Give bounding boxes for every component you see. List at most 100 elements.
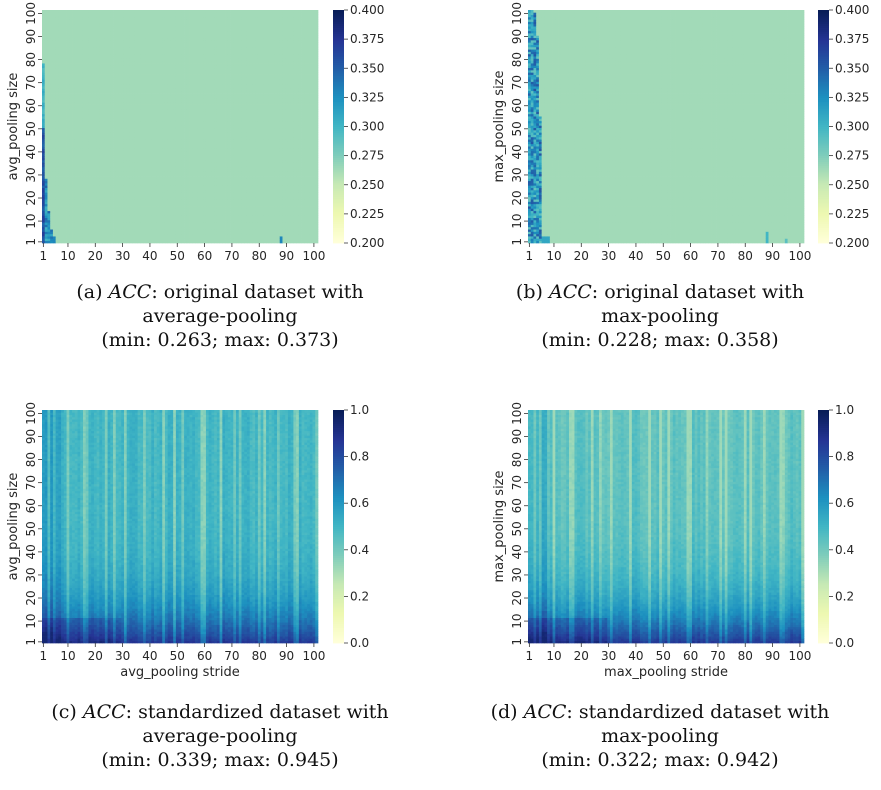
heatmap-cell bbox=[44, 120, 48, 124]
heatmap-cell bbox=[159, 106, 163, 110]
heatmap-cell bbox=[159, 74, 163, 78]
heatmap-cell bbox=[134, 93, 138, 96]
heatmap-cell bbox=[154, 51, 158, 55]
heatmap-cell bbox=[58, 136, 62, 140]
heatmap-cell bbox=[42, 102, 46, 105]
heatmap-cell bbox=[173, 134, 177, 138]
heatmap-cell bbox=[162, 109, 166, 112]
heatmap-cell bbox=[77, 231, 81, 235]
heatmap-cell bbox=[96, 210, 100, 214]
heatmap-cell bbox=[77, 150, 81, 154]
heatmap-cell bbox=[88, 58, 92, 62]
heatmap-cell bbox=[145, 102, 149, 105]
heatmap-cell bbox=[151, 238, 155, 242]
heatmap-cell bbox=[58, 90, 62, 94]
heatmap-cell bbox=[91, 63, 95, 66]
heatmap-cell bbox=[52, 148, 57, 152]
heatmap-cell bbox=[170, 176, 174, 179]
heatmap-cell bbox=[170, 120, 174, 124]
heatmap-cell bbox=[102, 118, 106, 122]
heatmap-cell bbox=[42, 132, 46, 135]
heatmap-cell bbox=[115, 42, 119, 45]
heatmap-cell bbox=[66, 176, 70, 179]
heatmap-cell bbox=[113, 213, 117, 216]
heatmap-cell bbox=[96, 127, 100, 131]
heatmap-cell bbox=[123, 123, 128, 126]
heatmap-cell bbox=[96, 155, 100, 158]
heatmap-cell bbox=[121, 90, 125, 94]
heatmap-cell bbox=[162, 233, 166, 237]
heatmap-cell bbox=[74, 136, 78, 140]
heatmap-cell bbox=[42, 42, 46, 45]
heatmap-cell bbox=[61, 203, 65, 207]
heatmap-cell bbox=[99, 79, 103, 82]
heatmap-cell bbox=[99, 236, 103, 239]
heatmap-cell bbox=[104, 30, 108, 34]
heatmap-cell bbox=[80, 219, 84, 223]
heatmap-cell bbox=[44, 37, 48, 41]
heatmap-cell bbox=[88, 104, 92, 108]
heatmap-cell bbox=[47, 60, 51, 64]
heatmap-cell bbox=[99, 120, 103, 124]
heatmap-cell bbox=[52, 120, 57, 124]
heatmap-cell bbox=[85, 123, 89, 126]
heatmap-cell bbox=[42, 72, 46, 75]
heatmap-cell bbox=[102, 97, 106, 101]
heatmap-cell bbox=[99, 132, 103, 135]
heatmap-cell bbox=[170, 95, 174, 99]
heatmap-cell bbox=[93, 203, 97, 207]
heatmap-cell bbox=[162, 231, 166, 235]
heatmap-cell bbox=[66, 166, 70, 170]
heatmap-cell bbox=[156, 111, 160, 115]
heatmap-cell bbox=[151, 16, 155, 20]
heatmap-cell bbox=[129, 199, 133, 202]
heatmap-cell bbox=[61, 134, 65, 138]
heatmap-cell bbox=[115, 69, 119, 73]
heatmap-cell bbox=[175, 150, 179, 154]
heatmap-cell bbox=[52, 203, 57, 207]
heatmap-cell bbox=[104, 206, 108, 209]
heatmap-cell bbox=[162, 222, 166, 225]
heatmap-cell bbox=[113, 106, 117, 110]
heatmap-cell bbox=[151, 99, 155, 103]
heatmap-cell bbox=[159, 129, 163, 133]
heatmap-cell bbox=[121, 63, 125, 66]
heatmap-cell bbox=[80, 148, 84, 152]
heatmap-cell bbox=[118, 113, 122, 117]
heatmap-cell bbox=[91, 180, 95, 184]
heatmap-cell bbox=[170, 56, 174, 59]
heatmap-cell bbox=[69, 35, 73, 39]
heatmap-cell bbox=[126, 141, 130, 145]
heatmap-cell bbox=[96, 199, 100, 202]
heatmap-cell bbox=[42, 134, 46, 138]
heatmap-cell bbox=[63, 99, 67, 103]
heatmap-cell bbox=[151, 106, 155, 110]
heatmap-cell bbox=[99, 76, 103, 80]
heatmap-cell bbox=[58, 63, 62, 66]
heatmap-cell bbox=[107, 210, 111, 214]
heatmap-cell bbox=[148, 224, 152, 228]
heatmap-cell bbox=[113, 208, 117, 212]
heatmap-cell bbox=[63, 166, 67, 170]
heatmap-cell bbox=[107, 30, 111, 34]
heatmap-cell bbox=[99, 113, 103, 117]
heatmap-cell bbox=[159, 76, 163, 80]
heatmap-cell bbox=[173, 213, 177, 216]
heatmap-cell bbox=[115, 23, 119, 27]
heatmap-cell bbox=[77, 97, 81, 101]
heatmap-cell bbox=[134, 178, 138, 182]
heatmap-cell bbox=[104, 159, 108, 163]
heatmap-cell bbox=[145, 39, 149, 43]
heatmap-cell bbox=[137, 173, 141, 177]
heatmap-cell bbox=[96, 106, 100, 110]
heatmap-cell bbox=[96, 118, 100, 122]
heatmap-cell bbox=[145, 196, 149, 200]
heatmap-cell bbox=[77, 116, 81, 119]
heatmap-cell bbox=[145, 46, 149, 50]
heatmap-cell bbox=[91, 213, 95, 216]
heatmap-cell bbox=[107, 169, 111, 172]
heatmap-cell bbox=[74, 76, 78, 80]
heatmap-cell bbox=[126, 65, 130, 69]
heatmap-cell bbox=[126, 95, 130, 99]
heatmap-cell bbox=[107, 23, 111, 27]
